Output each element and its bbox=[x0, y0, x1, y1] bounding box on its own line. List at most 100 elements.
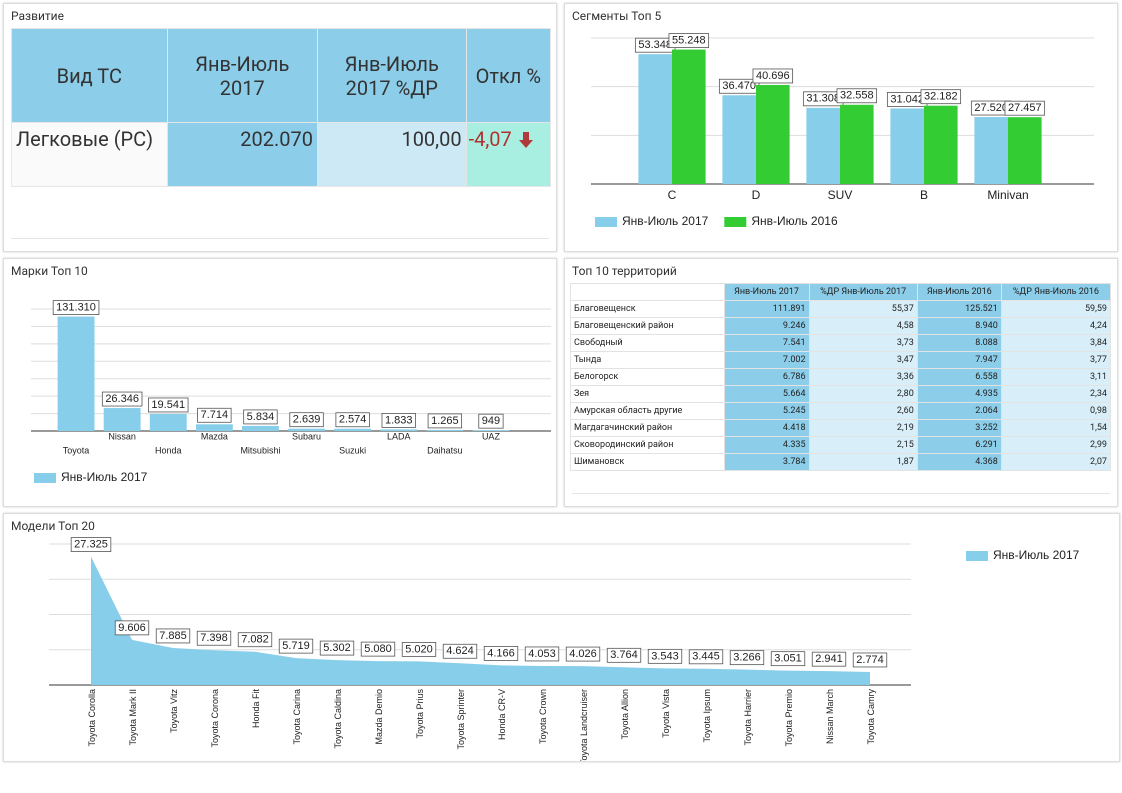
value-label-box bbox=[243, 409, 278, 425]
value-label-box bbox=[401, 642, 437, 657]
value-label: 2.774 bbox=[856, 654, 884, 666]
segments-panel: Сегменты Топ 5 C D SUV B Minivan 53.348 36.470 3… bbox=[564, 3, 1118, 252]
cell: 7.541 bbox=[723, 334, 810, 352]
value-label-box bbox=[70, 537, 112, 552]
cell: Магдагачинский район bbox=[570, 419, 725, 437]
value-label: 949 bbox=[482, 415, 500, 427]
x-tick-label: Toyota Corolla bbox=[87, 689, 97, 747]
value-label: 7.082 bbox=[241, 634, 269, 646]
value-label: 32.182 bbox=[924, 91, 958, 103]
cell: Зея bbox=[570, 385, 725, 403]
value-label: 131.310 bbox=[56, 301, 96, 313]
territories-table: Янв-Июль 2017 %ДР Янв-Июль 2017 Янв-Июль 2… bbox=[570, 283, 1112, 471]
data-row: Благовещенск 111.891 55,37 125.521 59,59 bbox=[570, 300, 1112, 318]
x-tick-label: Honda CR-V bbox=[497, 689, 507, 740]
bar bbox=[890, 108, 924, 184]
header-cell: Вид ТС bbox=[11, 28, 168, 123]
value-label-box bbox=[319, 640, 355, 656]
legend-label: Янв-Июль 2017 bbox=[622, 214, 709, 228]
value-label-box bbox=[752, 68, 794, 84]
x-tick-label: Toyota Camry bbox=[866, 689, 876, 745]
cell: 0,98 bbox=[1000, 402, 1112, 420]
value-label: 7.398 bbox=[200, 632, 228, 644]
cell: 4.935 bbox=[916, 385, 1002, 403]
chart: C D SUV B Minivan 53.348 36.470 31.308 31.042 27.… bbox=[591, 33, 1094, 228]
cell: 1,54 bbox=[1000, 419, 1112, 437]
bar bbox=[57, 316, 95, 431]
cell: 2,60 bbox=[808, 402, 918, 420]
value-label: 5.719 bbox=[282, 640, 310, 652]
value-label-box bbox=[668, 33, 710, 48]
cell-text: -4,07 bbox=[468, 127, 512, 151]
cell-text: 100,00 bbox=[401, 127, 462, 151]
x-tick-label: Toyota Allion bbox=[620, 689, 630, 740]
value-label-box bbox=[278, 638, 314, 654]
cell: 4.418 bbox=[723, 419, 810, 437]
down-arrow bbox=[518, 132, 533, 148]
x-tick-label: Minivan bbox=[987, 188, 1028, 202]
value-label-box bbox=[811, 651, 847, 667]
data-row: Свободный 7.541 3,73 8.088 3,84 bbox=[570, 334, 1112, 352]
x-tick-label: Toyota Prius bbox=[415, 689, 425, 739]
kpi-table: Вид ТС Янв-Июль 2017 Янв-Июль 2017 %ДР Откл… bbox=[11, 28, 552, 187]
x-tick-label: Toyota Landcruiser bbox=[579, 689, 589, 762]
cell: Белогорск bbox=[570, 368, 725, 386]
cell: 4.335 bbox=[723, 436, 810, 454]
x-tick-label: Suzuki bbox=[339, 445, 366, 455]
cell: 3,84 bbox=[1000, 334, 1112, 352]
value-label-box bbox=[729, 650, 765, 666]
x-tick-label: D bbox=[752, 188, 761, 202]
value-label: 31.042 bbox=[890, 93, 924, 105]
data-row: Белогорск 6.786 3,36 6.558 3,11 bbox=[570, 368, 1112, 386]
cell: 2,19 bbox=[808, 419, 918, 437]
cell: 3,36 bbox=[808, 368, 918, 386]
cell: 3,11 bbox=[1000, 368, 1112, 386]
header-row: Янв-Июль 2017 %ДР Янв-Июль 2017 Янв-Июль 2… bbox=[570, 283, 1112, 301]
cell: 5.664 bbox=[723, 385, 810, 403]
bar bbox=[149, 413, 187, 431]
bar bbox=[924, 105, 958, 184]
value-label: 7.714 bbox=[201, 409, 229, 421]
cell: 55,37 bbox=[808, 300, 918, 318]
legend-swatch bbox=[966, 551, 988, 561]
area bbox=[91, 556, 870, 685]
legend-swatch bbox=[595, 217, 617, 227]
value-label-box bbox=[478, 413, 504, 429]
x-tick-label: SUV bbox=[828, 188, 853, 202]
x-tick-label: Toyota Premio bbox=[784, 689, 794, 747]
value-label-box bbox=[381, 413, 416, 428]
panel-title: Марки Топ 10 bbox=[11, 264, 88, 278]
cell: 7.002 bbox=[723, 351, 810, 369]
value-label: 5.080 bbox=[364, 643, 392, 655]
cell-text: 202.070 bbox=[240, 127, 313, 151]
value-label: 2.941 bbox=[815, 653, 843, 665]
cell: 3.252 bbox=[916, 419, 1002, 437]
cell: 1,87 bbox=[808, 453, 918, 471]
header-cell: Янв-Июль 2017 bbox=[723, 283, 810, 301]
header-cell: Янв-Июль 2016 bbox=[916, 283, 1002, 301]
cell: Благовещенск bbox=[570, 300, 725, 318]
data-row: Магдагачинский район 4.418 2,19 3.252 1,54 bbox=[570, 419, 1112, 437]
cell: -4,07 bbox=[465, 122, 552, 187]
value-label-box bbox=[335, 412, 370, 428]
value-label: 9.606 bbox=[118, 622, 146, 634]
value-label: 36.470 bbox=[722, 80, 756, 92]
cell: Шимановск bbox=[570, 453, 725, 471]
x-tick-label: Toyota Vista bbox=[661, 689, 671, 738]
data-row: Амурская область другие 5.245 2,60 2.064 0,9… bbox=[570, 402, 1112, 420]
cell: Тында bbox=[570, 351, 725, 369]
x-tick-label: Daihatsu bbox=[427, 445, 463, 455]
value-label-box bbox=[647, 648, 683, 664]
cell: Сковородинский район bbox=[570, 436, 725, 454]
cell: Благовещенский район bbox=[570, 317, 725, 335]
x-tick-label: Toyota Carina bbox=[292, 689, 302, 745]
x-tick-label: Honda bbox=[155, 445, 182, 455]
value-label: 5.834 bbox=[247, 411, 275, 423]
value-label: 27.457 bbox=[1008, 102, 1042, 114]
chart: Toyota Nissan Honda Mazda Mitsubishi Subaru Su… bbox=[31, 300, 551, 484]
arrow-shape bbox=[518, 132, 533, 148]
value-label-box bbox=[237, 632, 273, 648]
x-tick-label: Toyota Ipsum bbox=[702, 689, 712, 743]
value-label: 3.764 bbox=[610, 649, 638, 661]
